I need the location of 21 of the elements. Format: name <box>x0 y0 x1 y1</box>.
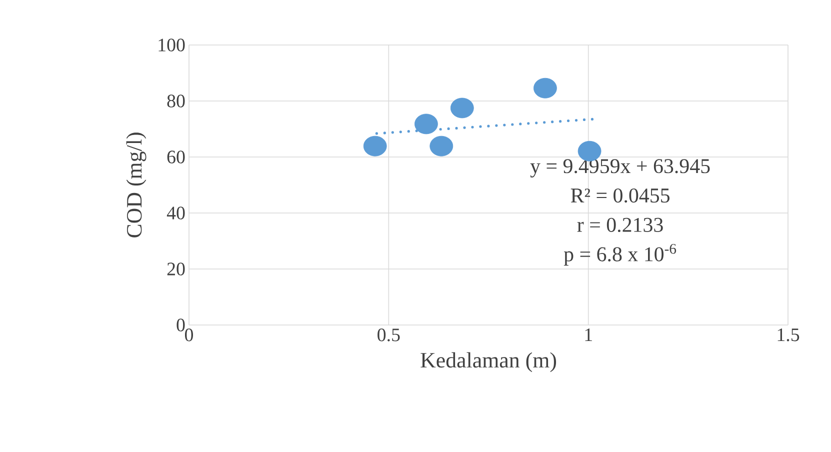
x-tick-label: 1 <box>585 328 592 342</box>
x-tick-label: 0 <box>184 328 194 342</box>
y-tick-label: 40 <box>166 206 185 220</box>
x-tick-label: 0.5 <box>378 328 400 342</box>
x-axis-title: Kedalaman (m) <box>420 352 556 372</box>
point <box>414 114 438 134</box>
annotation: r = 0.2133 <box>577 218 663 232</box>
point <box>430 136 454 156</box>
annotation: y = 9.4959x + 63.945 <box>530 159 710 178</box>
annotation: R² = 0.0455 <box>570 188 670 203</box>
y-tick-label: 0 <box>176 318 185 332</box>
y-tick-label: 20 <box>167 262 185 276</box>
y-tick-label: 100 <box>158 38 185 52</box>
x-tick-label: 1.5 <box>778 328 800 342</box>
y-tick-label: 80 <box>167 94 185 108</box>
y-axis-title: COD (mg/l) <box>126 132 146 238</box>
annotation: p = 6.8 x 10$^{-6}$ <box>564 244 676 266</box>
point <box>450 98 474 118</box>
y-tick-label: 60 <box>167 150 185 164</box>
point <box>363 136 387 156</box>
point <box>534 78 557 98</box>
